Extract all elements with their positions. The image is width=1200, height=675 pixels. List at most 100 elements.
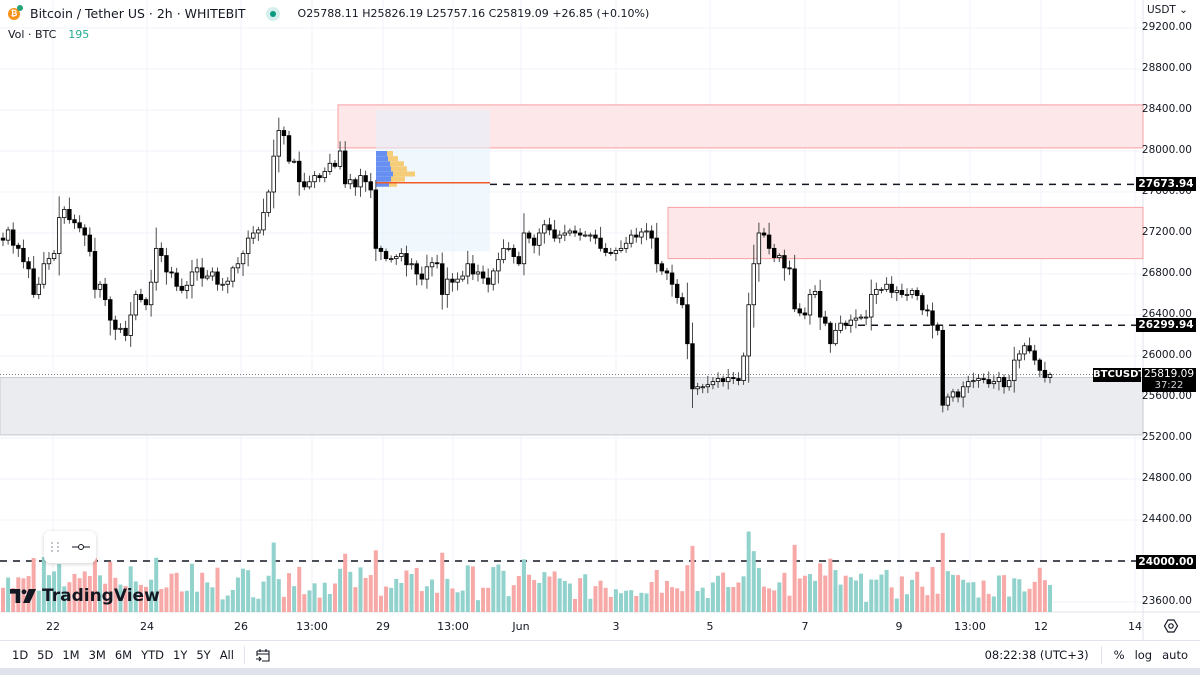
bottom-border <box>0 668 1200 675</box>
volume-bar-down <box>486 587 491 612</box>
candle-up <box>475 271 481 275</box>
symbol-title[interactable]: Bitcoin / Tether US · 2h · WHITEBIT <box>30 6 246 21</box>
candle-down <box>378 247 384 252</box>
candle-down <box>169 271 174 274</box>
candle-up <box>256 229 261 234</box>
candle-up <box>644 230 649 233</box>
candle-up <box>394 256 399 260</box>
volume-bar-down <box>31 558 36 612</box>
open-value: 25788.11 <box>306 7 359 20</box>
candle-up <box>746 304 751 357</box>
volume-bar-up <box>271 542 276 612</box>
volume-bar-down <box>164 587 169 612</box>
volume-bar-up <box>583 574 588 612</box>
candle-down <box>828 322 833 345</box>
candle-up <box>36 283 41 295</box>
volume-bar-down <box>578 578 583 612</box>
time-tick-label: Jun <box>512 620 530 633</box>
time-tick-label: 3 <box>612 620 620 633</box>
volume-bar-down <box>1042 580 1047 612</box>
volume-bar-down <box>797 578 802 612</box>
candle-up <box>225 280 230 285</box>
volume-bar-down <box>547 576 552 612</box>
percent-scale-toggle[interactable]: % <box>1113 647 1125 662</box>
volume-profile-bar <box>376 166 391 172</box>
volume-bar-up <box>230 589 235 612</box>
volume-bar-up <box>874 579 879 612</box>
volume-bar-down <box>82 571 87 612</box>
volume-bar-down <box>675 588 680 612</box>
candle-up <box>909 289 915 295</box>
candle-down <box>843 322 848 326</box>
candle-down <box>419 273 424 280</box>
close-value: 25819.09 <box>496 7 549 20</box>
volume-bar-down <box>608 596 613 612</box>
range-button-all[interactable]: All <box>219 647 234 662</box>
bottom-toolbar: 1D 5D 1M 3M 6M YTD 1Y 5Y All 08:22:38 (UTC+3) % … <box>0 640 1200 668</box>
chart-settings-icon[interactable] <box>1163 618 1179 634</box>
candle-down <box>11 229 16 246</box>
volume-bar-down <box>593 586 598 612</box>
candle-up <box>501 247 506 261</box>
candle-up <box>56 217 62 254</box>
candle-down <box>889 283 894 293</box>
volume-bar-up <box>460 590 465 612</box>
candle-up <box>399 253 404 257</box>
candle-down <box>1042 369 1048 378</box>
volume-bar-down <box>772 590 777 612</box>
candle-up <box>879 288 884 291</box>
candle-up <box>506 247 511 250</box>
volume-bar-up <box>276 579 281 612</box>
go-to-date-icon[interactable] <box>255 647 271 663</box>
tradingview-logo[interactable]: TradingView <box>10 586 160 606</box>
time-axis[interactable]: 22 24 26 13:00 29 13:00 Jun 3 5 7 9 13:00 12 14 <box>0 618 1145 636</box>
candle-down <box>802 312 808 316</box>
candle-down <box>526 232 532 239</box>
volume-bar-up <box>859 573 864 612</box>
volume-legend[interactable]: Vol · BTC 195 <box>8 28 89 41</box>
candle-up <box>1012 359 1017 382</box>
volume-bar-up <box>57 564 62 612</box>
volume-bar-down <box>1032 581 1037 612</box>
volume-bar-down <box>414 567 419 612</box>
candle-up <box>455 278 460 283</box>
currency-selector[interactable]: USDT ⌄ <box>1147 4 1188 16</box>
volume-bar-up <box>777 582 782 612</box>
range-button-5d[interactable]: 5D <box>37 647 54 662</box>
volume-bar-down <box>1037 567 1042 612</box>
range-button-3m[interactable]: 3M <box>88 647 106 662</box>
price-tick-label: 28000.00 <box>1141 144 1192 156</box>
log-scale-toggle[interactable]: log <box>1134 647 1153 662</box>
drag-handle-icon[interactable] <box>50 540 60 554</box>
last-price-value: 25819.09 <box>1143 368 1195 380</box>
volume-bar-up <box>430 579 435 612</box>
candle-up <box>327 162 333 172</box>
candle-down <box>281 130 287 137</box>
volume-bar-down <box>736 582 741 612</box>
range-button-ytd[interactable]: YTD <box>141 647 164 662</box>
candle-up <box>465 263 470 277</box>
range-button-6m[interactable]: 6M <box>114 647 133 662</box>
floating-drawing-toolbar[interactable] <box>44 531 96 563</box>
volume-bar-up <box>833 570 838 612</box>
clock-timezone[interactable]: 08:22:38 (UTC+3) <box>984 647 1089 662</box>
candle-down <box>552 229 557 239</box>
candle-up <box>950 391 956 398</box>
volume-bar-down <box>920 586 925 612</box>
candle-up <box>996 377 1002 383</box>
range-button-1m[interactable]: 1M <box>62 647 80 662</box>
time-tick-label: 29 <box>376 620 390 633</box>
range-button-1d[interactable]: 1D <box>12 647 29 662</box>
volume-bar-up <box>118 584 123 612</box>
volume-bar-up <box>746 531 751 612</box>
auto-scale-toggle[interactable]: auto <box>1162 647 1188 662</box>
candle-up <box>1006 380 1012 388</box>
range-button-1y[interactable]: 1Y <box>173 647 188 662</box>
range-button-5y[interactable]: 5Y <box>196 647 211 662</box>
symbol-legend: ₿ Bitcoin / Tether US · 2h · WHITEBIT O2… <box>8 4 649 21</box>
volume-bar-down <box>731 587 736 612</box>
volume-bar-up <box>705 598 710 612</box>
horizontal-line-tool-icon[interactable] <box>71 542 91 552</box>
market-status-icon[interactable] <box>265 6 280 21</box>
